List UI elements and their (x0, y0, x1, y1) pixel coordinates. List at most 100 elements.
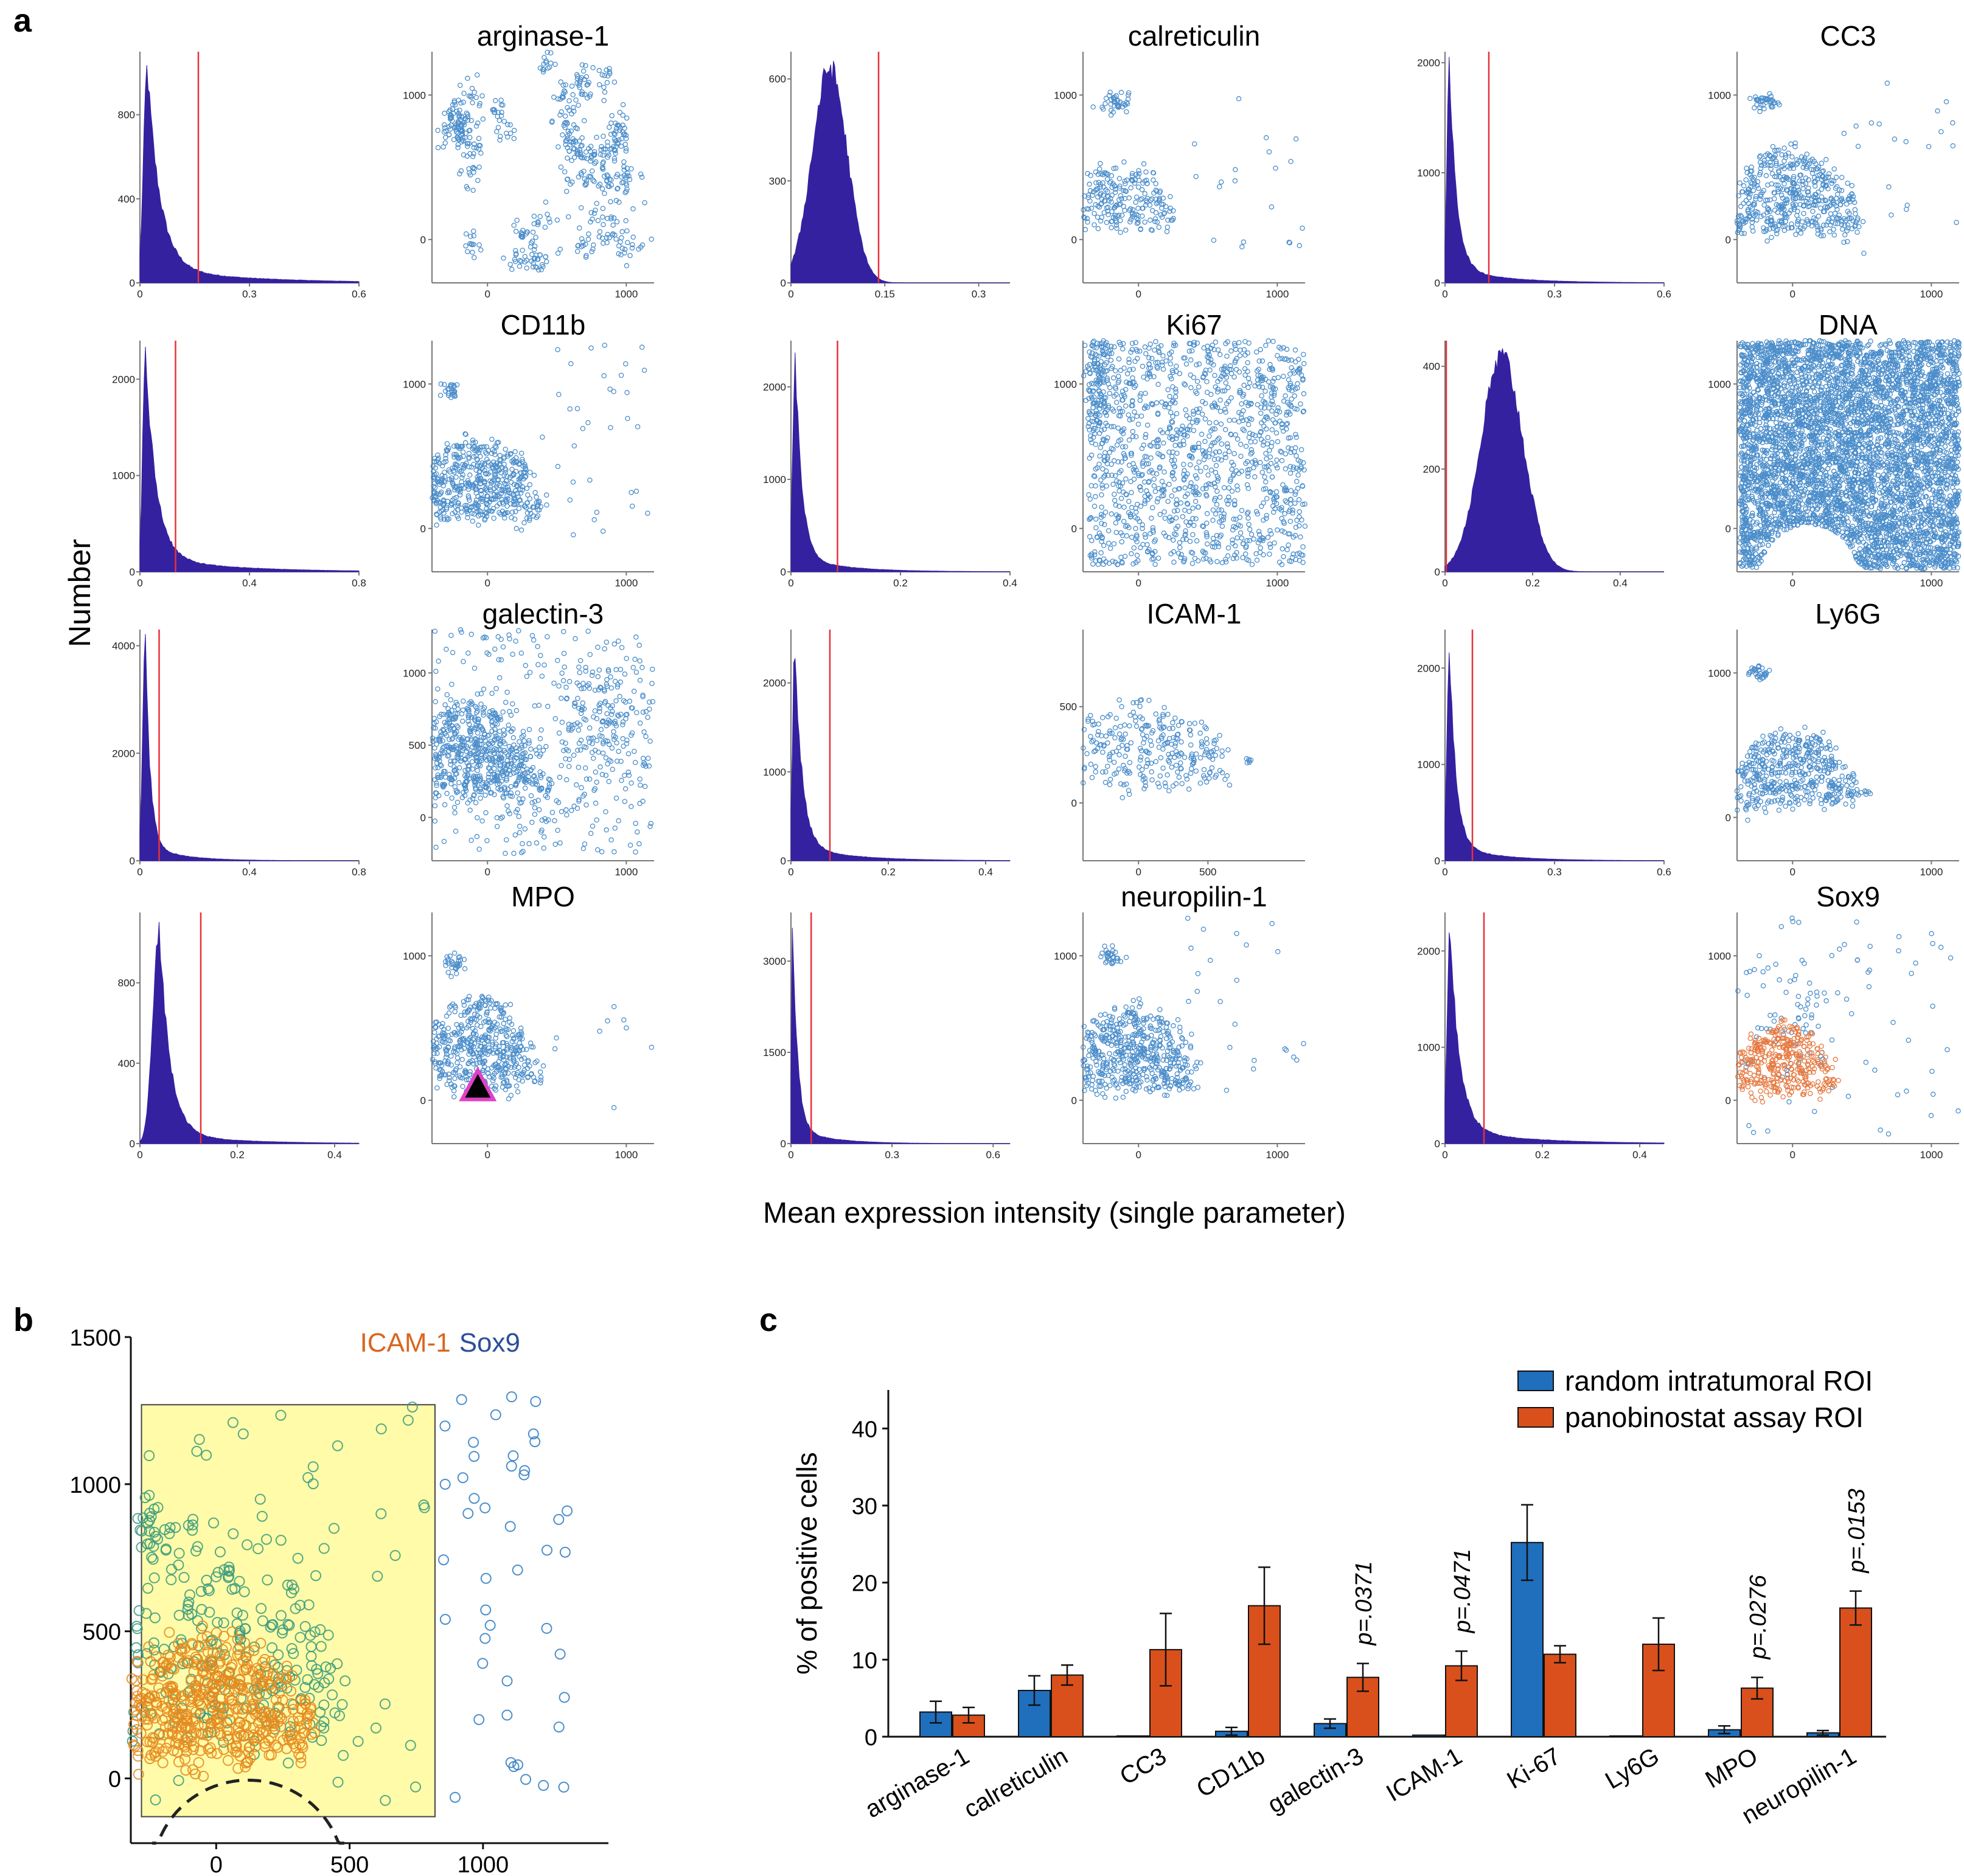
scatter-point (1758, 153, 1763, 159)
scatter-point (599, 72, 605, 78)
scatter-point (1246, 521, 1252, 527)
scatter-point (566, 107, 572, 113)
scatter-point (555, 251, 561, 256)
scatter-point (1248, 447, 1254, 453)
scatter-point (601, 146, 607, 152)
scatter-point (604, 67, 609, 73)
scatter-point (476, 523, 481, 528)
scatter-point (1127, 219, 1133, 225)
scatter-point (571, 146, 577, 152)
scatter-point (499, 109, 504, 116)
scatter-point (1199, 431, 1205, 437)
scatter-point (1136, 168, 1141, 173)
scatter-point (1298, 401, 1303, 407)
scatter-point (1107, 391, 1113, 396)
scatter-point (1126, 360, 1132, 366)
scatter-point (1212, 372, 1217, 378)
scatter-point (476, 164, 482, 170)
scatter-point (522, 259, 528, 265)
scatter-point (1095, 226, 1101, 232)
scatter-point (592, 161, 597, 166)
scatter-point (437, 392, 444, 398)
scatter-point (1135, 220, 1141, 226)
scatter-point (1781, 228, 1788, 233)
scatter-point (1089, 538, 1095, 543)
scatter-point (511, 223, 517, 228)
scatter-point (601, 221, 606, 228)
x-tick-label: 0.8 (352, 577, 366, 589)
scatter-point (1144, 376, 1150, 382)
scatter-point (507, 262, 513, 267)
scatter-point (1121, 518, 1127, 524)
scatter-point (1903, 139, 1909, 145)
x-tick-label: 1000 (1266, 577, 1289, 589)
x-tick-label: 0 (485, 288, 490, 300)
scatter-point (460, 135, 466, 141)
scatter-point (457, 107, 462, 113)
scatter-point (577, 78, 583, 84)
scatter-point (1287, 470, 1294, 476)
scatter-point (596, 234, 602, 240)
scatter-point (1239, 507, 1245, 513)
scatter-point (1204, 389, 1210, 395)
scatter-point (584, 82, 590, 88)
scatter-point (1087, 349, 1092, 355)
scatter-point (1282, 511, 1287, 516)
scatter-point (1794, 213, 1800, 218)
scatter-point (1231, 451, 1237, 456)
scatter-point (1743, 198, 1749, 203)
scatter-point (562, 169, 568, 175)
scatter-point (1258, 410, 1264, 416)
scatter-point (522, 254, 528, 259)
x-tick-label: 0.4 (1003, 577, 1017, 589)
scatter-title-cd11b: CD11b (501, 309, 586, 341)
scatter-point (1116, 186, 1123, 191)
scatter-point (511, 128, 517, 133)
scatter-point (1095, 214, 1101, 220)
scatter-point (524, 229, 531, 235)
scatter-point (446, 131, 452, 137)
scatter-point (1183, 407, 1188, 412)
scatter-point (591, 149, 597, 155)
scatter-point (527, 470, 533, 475)
scatter-point (587, 94, 593, 99)
scatter-point (574, 147, 580, 153)
scatter-point (622, 142, 629, 147)
scatter-point (1110, 481, 1116, 487)
scatter-point (1849, 182, 1855, 189)
scatter-point (1100, 466, 1106, 472)
y-tick-label: 1000 (1708, 378, 1731, 390)
scatter-point (1182, 507, 1188, 513)
scatter-point (1122, 196, 1128, 201)
scatter-point (442, 111, 447, 116)
scatter-point (1160, 353, 1166, 359)
scatter-point (582, 118, 587, 123)
scatter-point (1269, 440, 1275, 445)
scatter-point (1164, 229, 1170, 234)
scatter-point (599, 186, 605, 192)
scatter-point (531, 221, 537, 227)
scatter-point (1245, 384, 1251, 391)
scatter-point (555, 96, 561, 102)
scatter-point (607, 124, 612, 130)
scatter-point (1144, 422, 1151, 428)
panel-a-label: a (13, 2, 32, 39)
scatter-point (1174, 411, 1180, 417)
scatter-point (588, 155, 594, 161)
scatter-point (1800, 186, 1806, 192)
scatter-point (1098, 550, 1104, 556)
scatter-point (505, 122, 510, 128)
scatter-point (565, 155, 570, 161)
scatter-point (1132, 409, 1137, 415)
scatter-point (1126, 412, 1132, 418)
scatter-point (457, 171, 462, 176)
scatter-point (1233, 167, 1238, 173)
scatter-point (557, 112, 563, 118)
scatter-points (1737, 338, 1962, 572)
scatter-point (1758, 214, 1764, 220)
scatter-point (1204, 541, 1210, 547)
x-tick-label: 0.2 (893, 577, 908, 589)
scatter-point (594, 201, 599, 206)
